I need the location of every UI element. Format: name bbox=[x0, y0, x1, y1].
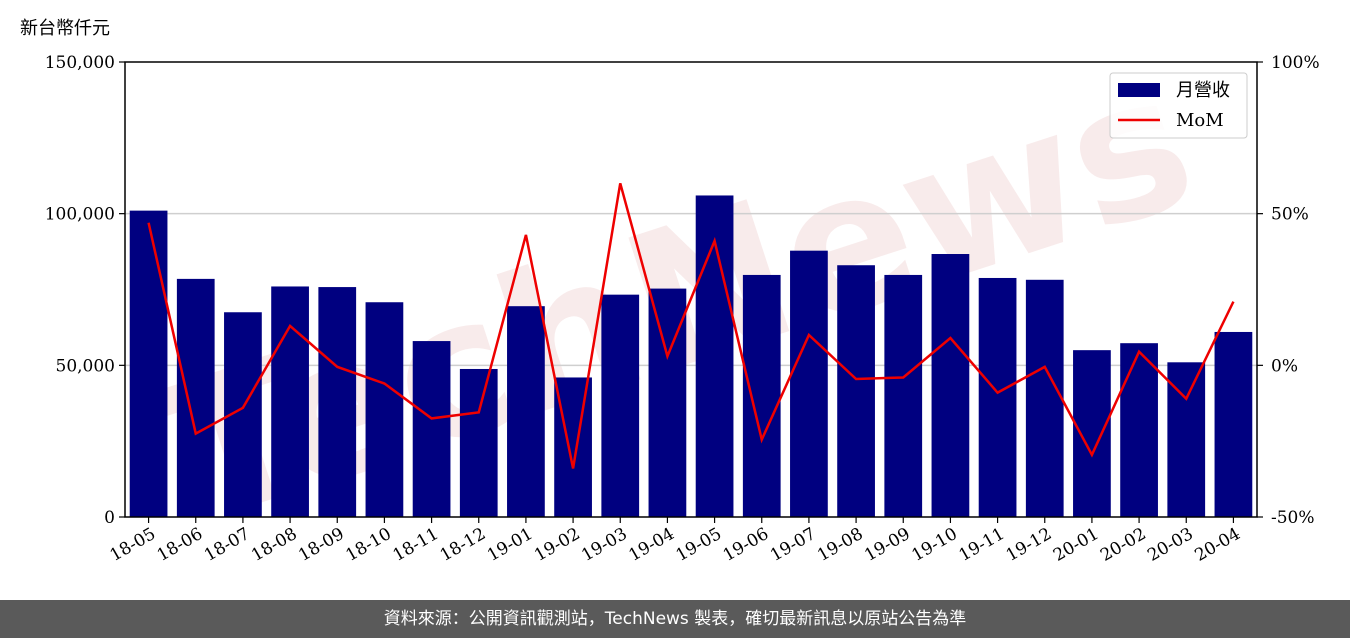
x-axis-tick-label: 19-12 bbox=[1003, 524, 1055, 566]
x-axis-tick-label: 19-08 bbox=[814, 524, 866, 566]
bar-18-11 bbox=[412, 341, 451, 517]
bar-19-07 bbox=[790, 250, 828, 517]
right-axis-tick-label: -50% bbox=[1271, 508, 1315, 528]
x-axis-tick-label: 19-02 bbox=[531, 524, 583, 566]
x-axis-tick-label: 19-09 bbox=[861, 524, 913, 566]
left-axis-tick-label: 0 bbox=[104, 508, 115, 528]
legend-swatch-bar bbox=[1118, 83, 1160, 97]
x-axis-tick-label: 19-10 bbox=[908, 524, 960, 566]
bar-19-11 bbox=[978, 277, 1017, 517]
x-axis-tick-label: 20-04 bbox=[1191, 524, 1243, 566]
right-axis-tick-label: 0% bbox=[1271, 356, 1298, 376]
x-axis-tick-label: 18-12 bbox=[437, 524, 489, 566]
x-axis-tick-label: 19-11 bbox=[956, 524, 1008, 566]
bar-19-12 bbox=[1025, 279, 1064, 517]
x-axis-tick-label: 19-03 bbox=[578, 524, 630, 566]
bar-18-06 bbox=[176, 278, 215, 517]
x-axis-tick-label: 19-06 bbox=[720, 524, 772, 566]
bar-18-10 bbox=[365, 302, 404, 517]
x-axis-tick-label: 19-05 bbox=[673, 524, 725, 566]
x-axis-tick-label: 19-07 bbox=[767, 524, 819, 566]
bar-18-08 bbox=[271, 286, 309, 517]
x-axis-tick-label: 19-01 bbox=[484, 524, 536, 566]
bar-19-09 bbox=[884, 274, 923, 517]
bar-20-01 bbox=[1073, 350, 1111, 517]
bar-18-05 bbox=[129, 210, 168, 517]
legend-label-revenue: 月營收 bbox=[1176, 80, 1230, 101]
bar-20-04 bbox=[1214, 331, 1253, 517]
x-axis-tick-label: 18-06 bbox=[154, 524, 206, 566]
bar-19-06 bbox=[742, 274, 781, 517]
bar-19-05 bbox=[695, 195, 734, 517]
right-axis-tick-label: 100% bbox=[1271, 53, 1320, 73]
left-axis-tick-label: 100,000 bbox=[45, 205, 115, 225]
x-axis-tick-label: 18-11 bbox=[390, 524, 442, 566]
bar-18-09 bbox=[318, 287, 357, 517]
left-axis-tick-label: 50,000 bbox=[56, 356, 115, 376]
right-axis-tick-label: 50% bbox=[1271, 205, 1309, 225]
x-axis-tick-label: 19-04 bbox=[625, 524, 677, 566]
x-axis-tick-label: 20-02 bbox=[1097, 524, 1149, 566]
bar-18-12 bbox=[459, 368, 498, 517]
revenue-chart: TechNews050,000100,000150,000-50%0%50%10… bbox=[20, 18, 1320, 566]
bar-19-10 bbox=[931, 254, 970, 517]
unit-label: 新台幣仟元 bbox=[20, 18, 110, 39]
left-axis-tick-label: 150,000 bbox=[45, 53, 115, 73]
x-axis-tick-label: 20-03 bbox=[1144, 524, 1196, 566]
bar-20-02 bbox=[1120, 343, 1158, 517]
mom-line bbox=[147, 183, 1235, 469]
x-axis-tick-label: 18-10 bbox=[342, 524, 394, 566]
bar-19-03 bbox=[601, 294, 640, 517]
bar-19-08 bbox=[837, 265, 875, 517]
x-axis-tick-label: 20-01 bbox=[1050, 524, 1102, 566]
footer-source-note: 資料來源：公開資訊觀測站，TechNews 製表，確切最新訊息以原站公告為準 bbox=[0, 600, 1350, 638]
legend-label-mom: MoM bbox=[1176, 110, 1224, 131]
plot-frame bbox=[124, 61, 1258, 518]
bar-19-01 bbox=[507, 306, 545, 517]
x-axis-tick-label: 18-05 bbox=[107, 524, 159, 566]
bar-20-03 bbox=[1167, 362, 1206, 517]
